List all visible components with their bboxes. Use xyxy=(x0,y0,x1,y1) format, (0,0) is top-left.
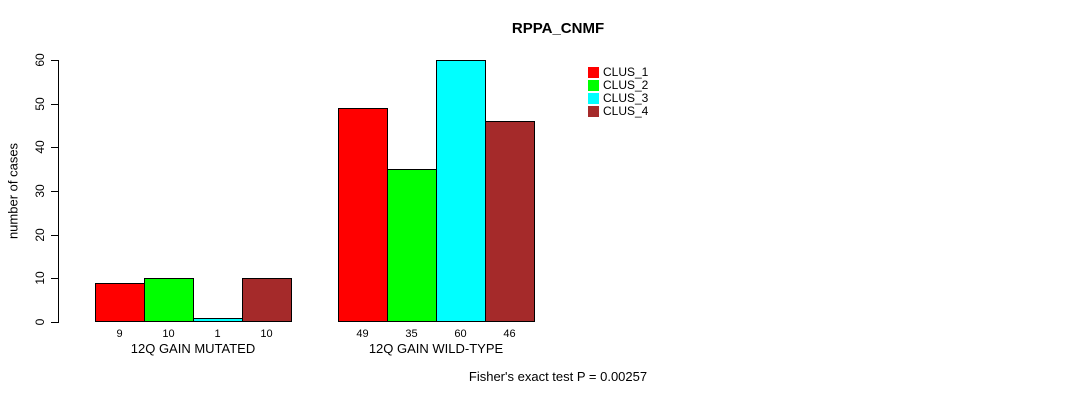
category-label: 12Q GAIN WILD-TYPE xyxy=(368,341,504,356)
bar-value-label: 1 xyxy=(214,328,221,340)
bar-clus_2 xyxy=(387,169,437,322)
y-tick-label: 10 xyxy=(33,271,47,285)
bar-value-label: 46 xyxy=(503,328,516,340)
y-tick-label: 60 xyxy=(33,53,47,67)
bar-clus_4 xyxy=(242,278,292,322)
legend-item-label: CLUS_1 xyxy=(603,65,649,79)
legend: CLUS_1 CLUS_2 CLUS_3 CLUS_4 xyxy=(588,66,648,118)
bar-value-label: 9 xyxy=(116,328,123,340)
y-tick-mark xyxy=(51,191,58,192)
legend-item-label: CLUS_4 xyxy=(603,104,649,118)
bar-clus_3 xyxy=(436,60,486,322)
legend-swatch xyxy=(588,106,599,117)
legend-item: CLUS_1 xyxy=(588,66,648,79)
bar-clus_3 xyxy=(193,318,243,322)
y-tick-label: 40 xyxy=(33,140,47,154)
bar-clus_4 xyxy=(485,121,535,322)
legend-swatch xyxy=(588,80,599,91)
legend-swatch xyxy=(588,67,599,78)
bar-value-label: 10 xyxy=(162,328,175,340)
legend-item: CLUS_3 xyxy=(588,92,648,105)
y-tick-mark xyxy=(51,60,58,61)
y-tick-mark xyxy=(51,322,58,323)
y-tick-label: 20 xyxy=(33,228,47,242)
legend-item: CLUS_2 xyxy=(588,79,648,92)
bar-value-label: 60 xyxy=(454,328,467,340)
bar-clus_1 xyxy=(338,108,388,322)
y-tick-mark xyxy=(51,104,58,105)
legend-item-label: CLUS_2 xyxy=(603,78,649,92)
bar-clus_2 xyxy=(144,278,194,322)
annotation-text: Fisher's exact test P = 0.00257 xyxy=(468,369,648,384)
y-tick-mark xyxy=(51,147,58,148)
legend-item-label: CLUS_3 xyxy=(603,91,649,105)
legend-swatch xyxy=(588,93,599,104)
y-tick-label: 50 xyxy=(33,97,47,111)
y-axis-line xyxy=(58,60,59,323)
y-tick-mark xyxy=(51,235,58,236)
chart-title: RPPA_CNMF xyxy=(511,20,605,37)
y-tick-mark xyxy=(51,278,58,279)
bar-value-label: 10 xyxy=(260,328,273,340)
bar-clus_1 xyxy=(95,283,145,322)
bar-value-label: 49 xyxy=(356,328,369,340)
y-axis-label: number of cases xyxy=(5,142,21,240)
y-tick-label: 0 xyxy=(33,318,47,326)
bar-value-label: 35 xyxy=(405,328,418,340)
category-label: 12Q GAIN MUTATED xyxy=(130,341,256,356)
y-tick-label: 30 xyxy=(33,184,47,198)
legend-item: CLUS_4 xyxy=(588,105,648,118)
